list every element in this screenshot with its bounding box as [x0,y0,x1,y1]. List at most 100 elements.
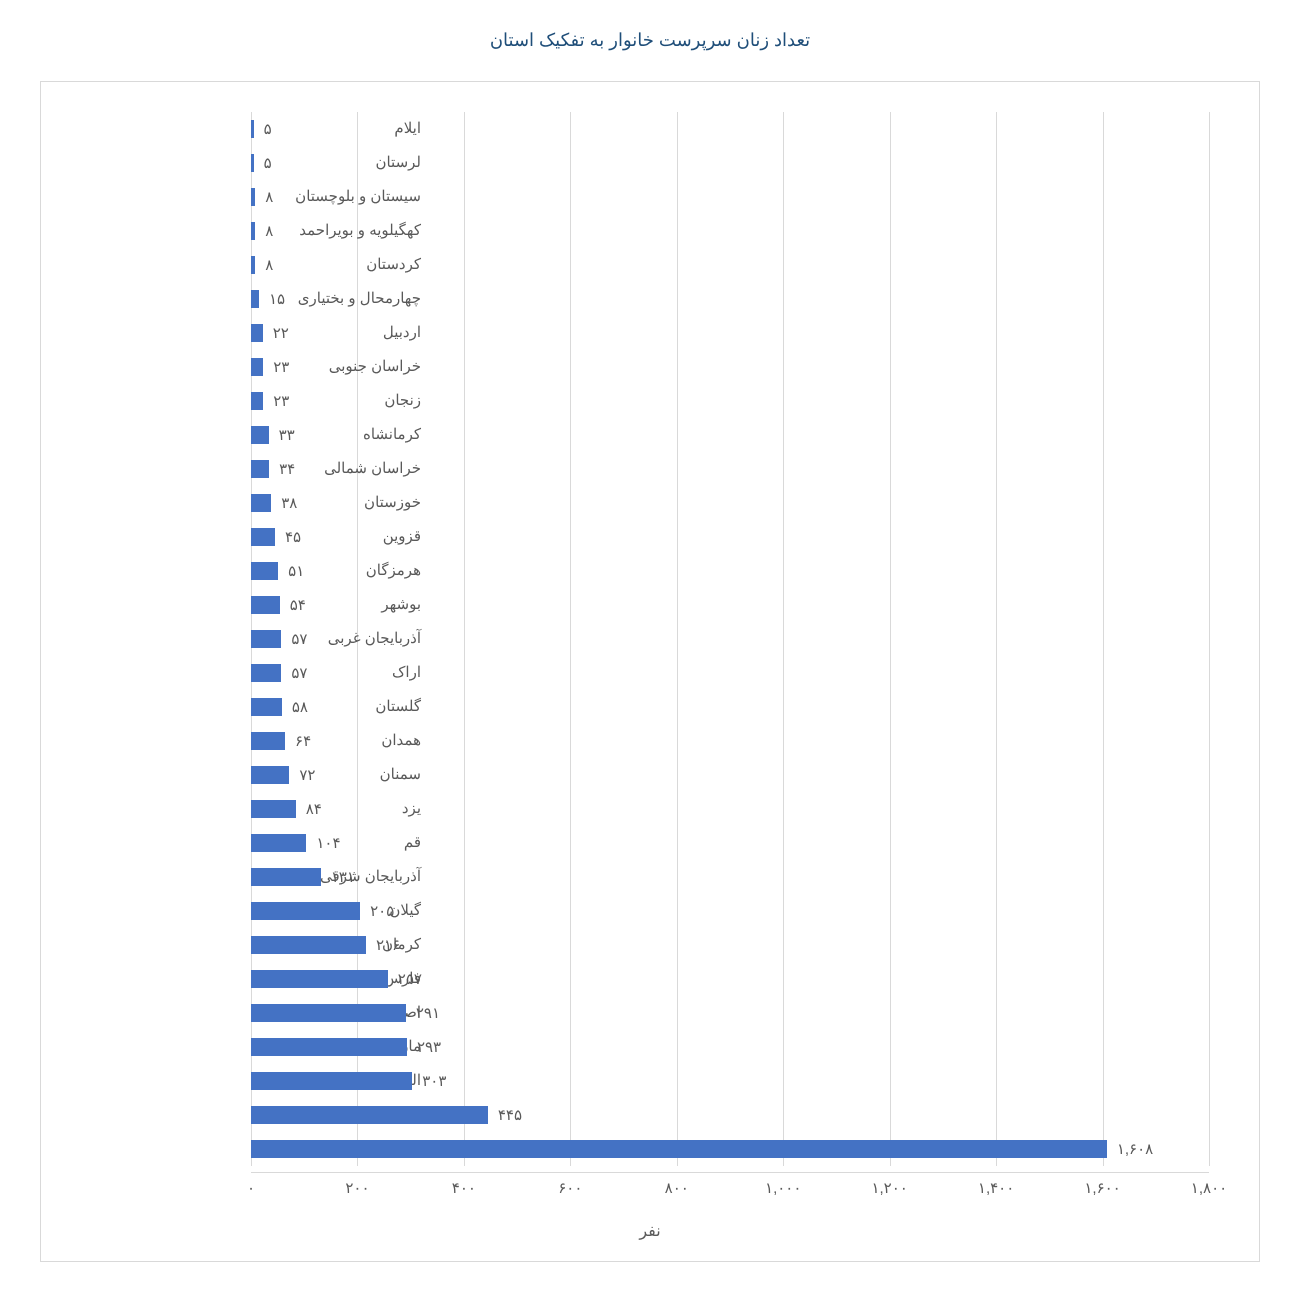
bar-row: کرمانشاه۳۳ [251,418,1209,452]
bar-value-label: ۵ [264,120,272,138]
bar-value-label: ۸ [265,188,273,206]
bar-row: خراسان جنوبی۲۳ [251,350,1209,384]
bar-track: ۵ [251,112,1209,146]
bar [251,324,263,342]
bar-value-label: ۸ [265,256,273,274]
bar [251,664,281,682]
bar-row: گلستان۵۸ [251,690,1209,724]
bar-value-label: ۱,۶۰۸ [1117,1140,1153,1158]
bar-track: ۸ [251,180,1209,214]
bar-value-label: ۳۴ [279,460,295,478]
bar-track: ۴۴۵ [251,1098,1209,1132]
bar [251,528,275,546]
x-tick-label: ۱,۰۰۰ [765,1179,801,1197]
bar-track: ۲۰۵ [251,894,1209,928]
bar-track: ۲۵۷ [251,962,1209,996]
bar-value-label: ۶۴ [295,732,311,750]
bar-row: اصفهان۲۹۱ [251,996,1209,1030]
bar [251,834,306,852]
bar-track: ۲۹۳ [251,1030,1209,1064]
bar [251,1072,412,1090]
bar-value-label: ۷۲ [299,766,315,784]
bar [251,358,263,376]
bar-row: هرمزگان۵۱ [251,554,1209,588]
bar-value-label: ۵۷ [291,630,307,648]
bar-row: سمنان۷۲ [251,758,1209,792]
bar-track: ۱,۶۰۸ [251,1132,1209,1166]
bar-value-label: ۳۸ [281,494,297,512]
bar-track: ۵۷ [251,656,1209,690]
x-tick-label: ۶۰۰ [558,1179,582,1197]
bar-row: خراسان رضوی۴۴۵ [251,1098,1209,1132]
bar-value-label: ۵۸ [292,698,308,716]
bar-row: مازندران۲۹۳ [251,1030,1209,1064]
bar [251,970,388,988]
bar-value-label: ۲۵۷ [398,970,422,988]
bar [251,800,296,818]
bar [251,426,269,444]
bar-track: ۱۳۱ [251,860,1209,894]
bar-value-label: ۲۳ [273,358,289,376]
bar-value-label: ۵ [264,154,272,172]
bar-row: خراسان شمالی۳۴ [251,452,1209,486]
bar-value-label: ۲۰۵ [370,902,394,920]
bar [251,1140,1107,1158]
bar-value-label: ۸ [265,222,273,240]
bar [251,936,366,954]
bar [251,222,255,240]
bar-row: گیلان۲۰۵ [251,894,1209,928]
x-tick-label: ۲۰۰ [345,1179,369,1197]
bar-row: البرز۳۰۳ [251,1064,1209,1098]
bar [251,154,254,172]
bar-value-label: ۳۳ [279,426,295,444]
bar-track: ۲۳ [251,384,1209,418]
bar-row: آذربایجان شرقی۱۳۱ [251,860,1209,894]
bar-row: قزوین۴۵ [251,520,1209,554]
bar [251,1004,406,1022]
bar [251,188,255,206]
bar-row: اراک۵۷ [251,656,1209,690]
bar-row: خوزستان۳۸ [251,486,1209,520]
bar-row: اردبیل۲۲ [251,316,1209,350]
bar-track: ۲۱۶ [251,928,1209,962]
bar-track: ۳۳ [251,418,1209,452]
x-axis: ۰۲۰۰۴۰۰۶۰۰۸۰۰۱,۰۰۰۱,۲۰۰۱,۴۰۰۱,۶۰۰۱,۸۰۰ [251,1172,1209,1203]
x-tick-label: ۴۰۰ [452,1179,476,1197]
bar-track: ۳۰۳ [251,1064,1209,1098]
bar-row: یزد۸۴ [251,792,1209,826]
bar-value-label: ۱۰۴ [316,834,340,852]
bar-track: ۴۵ [251,520,1209,554]
bar-row: لرستان۵ [251,146,1209,180]
bar-track: ۲۳ [251,350,1209,384]
x-tick-label: ۱,۸۰۰ [1191,1179,1227,1197]
bar-track: ۶۴ [251,724,1209,758]
bar-row: قم۱۰۴ [251,826,1209,860]
bar-track: ۵۷ [251,622,1209,656]
bar [251,732,285,750]
x-tick-label: ۸۰۰ [665,1179,689,1197]
bar-track: ۲۲ [251,316,1209,350]
bar-value-label: ۱۳۱ [331,868,355,886]
bar-value-label: ۲۱۶ [376,936,400,954]
bar-row: همدان۶۴ [251,724,1209,758]
bar [251,868,321,886]
bar-row: کردستان۸ [251,248,1209,282]
bar-row: سیستان و بلوچستان۸ [251,180,1209,214]
bar-track: ۵۸ [251,690,1209,724]
bar-track: ۳۸ [251,486,1209,520]
bar-value-label: ۱۵ [269,290,285,308]
bar [251,290,259,308]
bar [251,698,282,716]
bar-value-label: ۲۲ [273,324,289,342]
bar-track: ۷۲ [251,758,1209,792]
bar-value-label: ۵۴ [290,596,306,614]
bar-row: کرمان۲۱۶ [251,928,1209,962]
bar-track: ۸۴ [251,792,1209,826]
bar-track: ۱۰۴ [251,826,1209,860]
bar-value-label: ۸۴ [306,800,322,818]
grid-line [1209,112,1210,1166]
bar [251,494,271,512]
bar-row: آذربایجان غربی۵۷ [251,622,1209,656]
x-tick-label: ۱,۲۰۰ [871,1179,907,1197]
bar-value-label: ۲۹۱ [416,1004,440,1022]
